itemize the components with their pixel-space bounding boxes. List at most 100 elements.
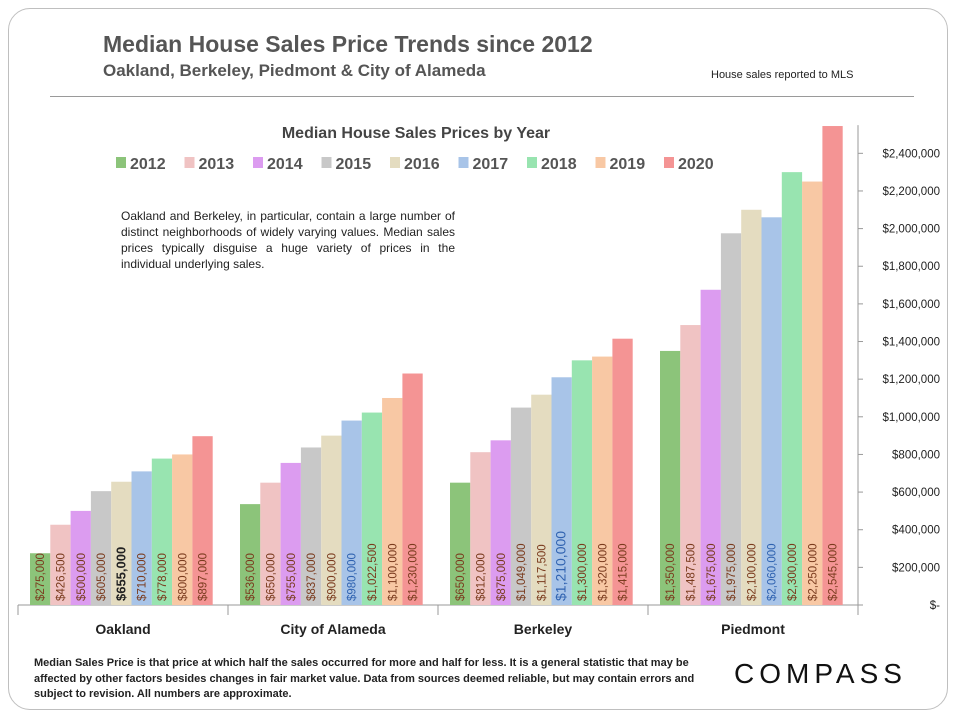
header-divider xyxy=(50,96,914,97)
bar-2015 xyxy=(90,491,112,605)
legend-swatch-2019 xyxy=(595,157,606,168)
bar-2012 xyxy=(240,504,261,605)
bar-2013 xyxy=(470,452,491,605)
bar-2016 xyxy=(741,209,762,605)
page-title: Median House Sales Price Trends since 20… xyxy=(103,31,593,57)
y-tick-label: $1,200,000 xyxy=(882,374,940,386)
bar-value-label: $1,350,000 xyxy=(665,543,677,601)
bar-value-label: $875,000 xyxy=(496,553,508,601)
chart-title: Median House Sales Prices by Year xyxy=(282,125,550,142)
legend-swatch-2015 xyxy=(321,157,332,168)
bar-value-label: $2,300,000 xyxy=(787,543,799,601)
chart-annotation: Oakland and Berkeley, in particular, con… xyxy=(121,209,455,271)
category-label: Piedmont xyxy=(721,621,785,637)
bar-value-label: $1,100,000 xyxy=(387,543,399,601)
bar-value-label: $755,000 xyxy=(286,553,298,601)
bar-2017 xyxy=(551,377,572,605)
category-label: Berkeley xyxy=(514,621,573,637)
y-tick-label: $1,400,000 xyxy=(882,337,940,349)
bar-2014 xyxy=(700,289,721,605)
bar-value-label: $1,117,500 xyxy=(536,544,548,601)
bar-2012 xyxy=(660,350,681,605)
legend-swatch-2016 xyxy=(390,157,400,168)
bar-2013 xyxy=(680,325,701,605)
bar-2019 xyxy=(592,356,613,605)
bar-value-label: $426,500 xyxy=(55,553,67,601)
y-tick-label: $2,400,000 xyxy=(882,148,940,160)
y-tick-label: $- xyxy=(930,600,940,612)
bar-2020 xyxy=(402,373,423,605)
bar-value-label: $710,000 xyxy=(137,553,149,601)
source-note: House sales reported to MLS xyxy=(711,69,854,81)
bar-2015 xyxy=(720,233,742,605)
bar-2018 xyxy=(571,360,593,605)
y-tick-label: $1,800,000 xyxy=(882,261,940,273)
legend-swatch-2020 xyxy=(664,157,674,168)
legend-swatch-2014 xyxy=(253,157,263,168)
bar-value-label: $1,487,500 xyxy=(685,543,697,601)
bar-2014 xyxy=(490,440,511,605)
bar-2020 xyxy=(612,338,633,605)
legend-label-2016: 2016 xyxy=(404,156,440,173)
y-tick-label: $200,000 xyxy=(892,562,940,574)
legend-label-2012: 2012 xyxy=(130,156,166,173)
bar-value-label: $1,675,000 xyxy=(706,543,718,601)
y-tick-label: $600,000 xyxy=(892,487,940,499)
legend-swatch-2012 xyxy=(116,157,126,168)
bar-value-label: $1,022,500 xyxy=(367,543,379,601)
bar-2017 xyxy=(761,217,782,606)
legend-swatch-2013 xyxy=(184,157,195,168)
bar-2013 xyxy=(50,524,71,605)
bar-value-label: $900,000 xyxy=(326,553,338,601)
bar-2018 xyxy=(361,412,383,605)
bar-2012 xyxy=(30,553,51,605)
bar-value-label: $275,000 xyxy=(35,553,47,601)
bar-2016 xyxy=(111,481,132,605)
bar-value-label: $500,000 xyxy=(76,553,88,601)
bar-value-label: $1,230,000 xyxy=(408,543,420,601)
bar-value-label: $1,415,000 xyxy=(618,543,630,601)
page-subtitle: Oakland, Berkeley, Piedmont & City of Al… xyxy=(103,61,486,80)
bar-2016 xyxy=(531,394,552,605)
legend-label-2017: 2017 xyxy=(473,156,509,173)
bar-2017 xyxy=(341,420,362,605)
bar-value-label: $1,320,000 xyxy=(597,543,609,601)
y-tick-label: $1,600,000 xyxy=(882,299,940,311)
bar-2016 xyxy=(321,435,342,605)
bar-value-label: $897,000 xyxy=(198,553,210,601)
bar-value-label: $536,000 xyxy=(245,553,257,601)
bar-2019 xyxy=(382,397,403,605)
bar-2014 xyxy=(70,510,91,605)
bar-value-label: $650,000 xyxy=(265,553,277,601)
bar-2018 xyxy=(781,172,803,605)
legend-swatch-2018 xyxy=(527,157,537,168)
legend-label-2019: 2019 xyxy=(610,156,646,173)
bar-2014 xyxy=(280,462,301,605)
legend-swatch-2017 xyxy=(458,157,469,168)
legend-label-2013: 2013 xyxy=(199,156,235,173)
bar-2018 xyxy=(151,458,173,605)
bar-value-label: $1,300,000 xyxy=(577,543,589,601)
bar-value-label: $2,250,000 xyxy=(807,543,819,601)
bar-value-label: $2,545,000 xyxy=(828,543,840,601)
footnote: Median Sales Price is that price at whic… xyxy=(34,657,695,700)
bar-2015 xyxy=(300,447,322,605)
bar-value-label: $1,049,000 xyxy=(516,543,528,601)
bar-value-label: $1,975,000 xyxy=(726,543,738,601)
legend-label-2020: 2020 xyxy=(678,156,714,173)
bar-2017 xyxy=(131,471,152,605)
category-label: City of Alameda xyxy=(280,621,385,637)
legend-label-2015: 2015 xyxy=(336,156,372,173)
bar-2013 xyxy=(260,482,281,605)
compass-logo: COMPASS xyxy=(734,658,907,689)
bar-2020 xyxy=(822,126,843,605)
bar-value-label: $800,000 xyxy=(177,553,189,601)
y-tick-label: $800,000 xyxy=(892,449,940,461)
bar-2015 xyxy=(510,407,532,605)
bar-2019 xyxy=(172,454,193,605)
bar-value-label: $778,000 xyxy=(157,553,169,601)
bar-value-label: $605,000 xyxy=(96,553,108,601)
bar-value-label: $2,100,000 xyxy=(746,543,758,601)
category-label: Oakland xyxy=(95,621,150,637)
bar-value-label: $837,000 xyxy=(306,553,318,601)
